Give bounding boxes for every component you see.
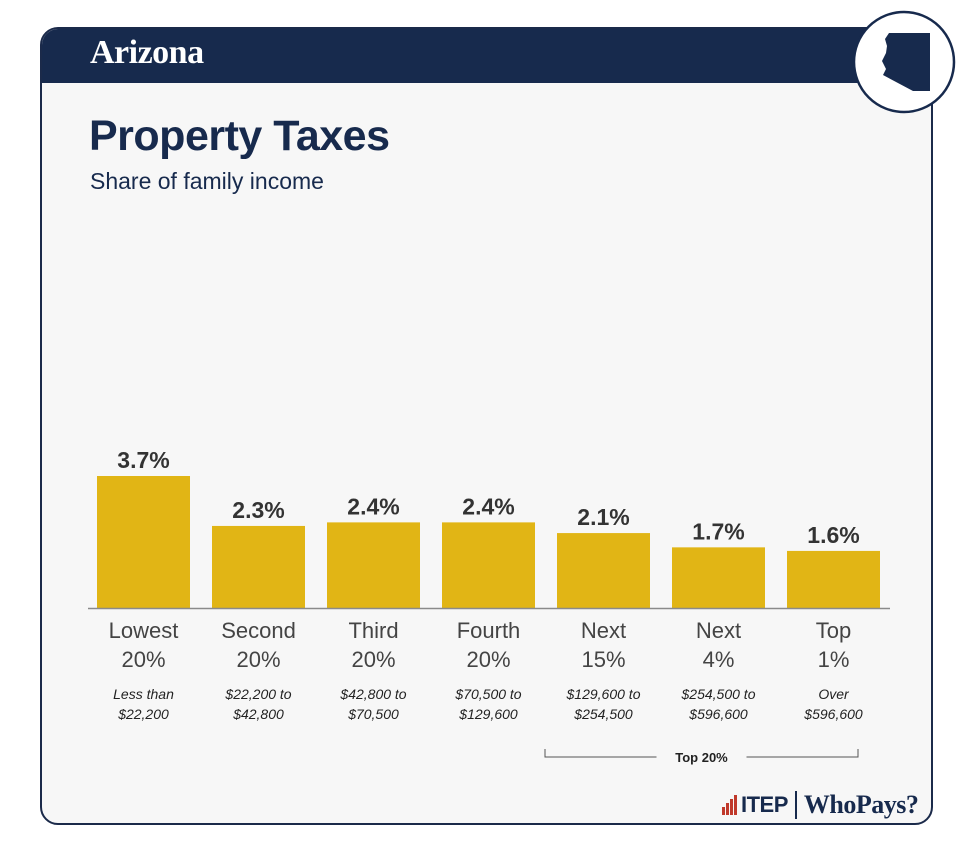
category-percent-label: 20% — [351, 647, 395, 672]
bar — [97, 476, 190, 608]
income-range-label: $22,200 to — [224, 686, 291, 702]
itep-bars-icon — [722, 795, 738, 815]
logo-group: ITEP WhoPays? — [722, 789, 919, 821]
category-percent-label: 4% — [703, 647, 735, 672]
bar-value-label: 2.4% — [462, 493, 514, 519]
income-range-label: $596,600 — [803, 706, 863, 722]
bar — [442, 522, 535, 608]
category-label: Next — [581, 618, 626, 643]
income-range-label: Less than — [113, 686, 174, 702]
bar — [557, 533, 650, 608]
bar — [327, 522, 420, 608]
bracket-left-line — [544, 749, 657, 758]
category-percent-label: 20% — [466, 647, 510, 672]
chart-subtitle: Share of family income — [90, 168, 324, 194]
chart-title: Property Taxes — [89, 112, 390, 160]
category-percent-label: 20% — [236, 647, 280, 672]
bracket-label: Top 20% — [675, 750, 728, 765]
category-label: Fourth — [457, 618, 521, 643]
arizona-map-icon — [852, 10, 956, 114]
income-range-label: $42,800 — [232, 706, 284, 722]
income-range-label: $254,500 — [573, 706, 633, 722]
bar-value-label: 1.7% — [692, 518, 744, 544]
income-range-label: $70,500 — [347, 706, 399, 722]
bar-value-label: 2.1% — [577, 504, 629, 530]
report-card: Arizona — [40, 27, 933, 825]
bar-value-label: 2.4% — [347, 493, 399, 519]
bar-value-label: 2.3% — [232, 497, 284, 523]
header-banner: Arizona — [42, 29, 931, 83]
category-percent-label: 1% — [818, 647, 850, 672]
category-label: Top — [816, 618, 851, 643]
itep-logo-text: ITEP — [741, 792, 788, 817]
income-range-label: $596,600 — [688, 706, 748, 722]
income-range-label: $254,500 to — [681, 686, 756, 702]
income-range-label: $70,500 to — [454, 686, 521, 702]
state-name: Arizona — [90, 34, 204, 71]
category-percent-label: 15% — [581, 647, 625, 672]
category-percent-label: 20% — [121, 647, 165, 672]
logo-divider — [794, 791, 797, 819]
income-range-label: $42,800 to — [339, 686, 406, 702]
bar — [212, 525, 305, 608]
category-label: Next — [696, 618, 741, 643]
category-label: Lowest — [109, 618, 179, 643]
bar — [787, 550, 880, 608]
income-range-label: $129,600 to — [566, 686, 641, 702]
bar — [672, 547, 765, 608]
bar-value-label: 1.6% — [807, 522, 859, 548]
whopays-logo-text: WhoPays? — [803, 790, 919, 819]
income-range-label: $129,600 — [458, 706, 518, 722]
category-label: Second — [221, 618, 296, 643]
category-label: Third — [348, 618, 398, 643]
income-range-label: Over — [818, 686, 850, 702]
income-range-label: $22,200 — [117, 706, 169, 722]
bracket-right-line — [746, 749, 859, 758]
bar-value-label: 3.7% — [117, 447, 169, 473]
